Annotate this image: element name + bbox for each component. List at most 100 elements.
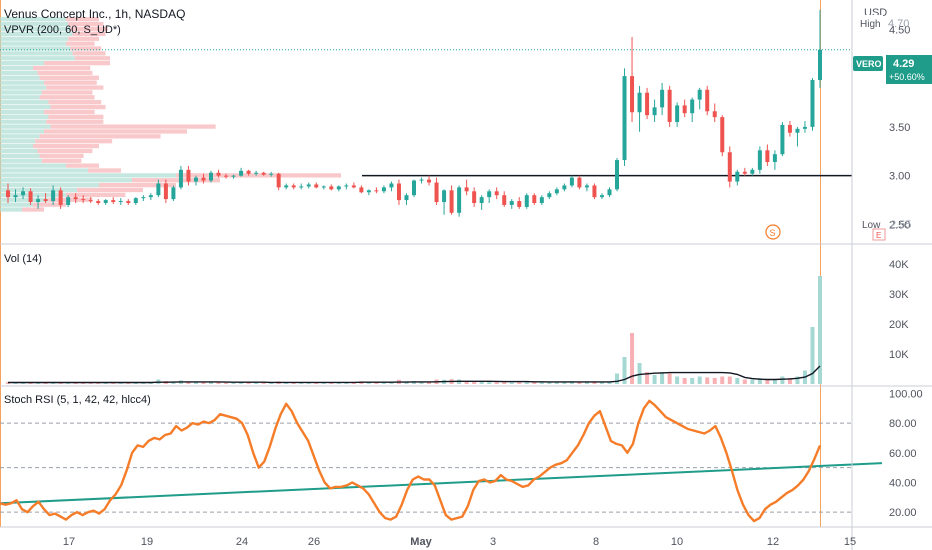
price-pane[interactable]	[0, 9, 852, 217]
candle-body[interactable]	[96, 201, 101, 204]
candle-body[interactable]	[148, 195, 153, 198]
candle-body[interactable]	[697, 89, 702, 100]
candle-body[interactable]	[464, 187, 469, 192]
candle-body[interactable]	[216, 172, 221, 176]
candle-body[interactable]	[607, 189, 612, 196]
candle-body[interactable]	[306, 184, 311, 187]
candle-body[interactable]	[630, 76, 635, 113]
candle-body[interactable]	[178, 169, 183, 188]
earnings-marker-icon[interactable]	[872, 228, 886, 241]
candle-body[interactable]	[224, 175, 229, 177]
candle-body[interactable]	[412, 180, 416, 196]
candle-body[interactable]	[141, 197, 146, 199]
candle-body[interactable]	[81, 199, 86, 201]
candle-body[interactable]	[66, 197, 71, 205]
candle-body[interactable]	[344, 185, 349, 187]
candle-body[interactable]	[434, 182, 439, 203]
candle-body[interactable]	[314, 184, 319, 188]
candle-body[interactable]	[193, 177, 198, 182]
candle-body[interactable]	[366, 190, 371, 193]
candle-body[interactable]	[231, 175, 236, 177]
candle-body[interactable]	[111, 200, 116, 203]
candle-body[interactable]	[336, 186, 341, 190]
candle-body[interactable]	[802, 126, 807, 129]
candle-body[interactable]	[28, 191, 33, 203]
candle-body[interactable]	[276, 173, 281, 188]
candle-body[interactable]	[675, 105, 680, 122]
candle-body[interactable]	[712, 111, 717, 118]
candle-body[interactable]	[517, 201, 522, 207]
candle-body[interactable]	[509, 201, 514, 205]
candle-body[interactable]	[667, 89, 672, 122]
candle-body[interactable]	[772, 154, 777, 163]
candle-body[interactable]	[472, 191, 477, 204]
candle-body[interactable]	[396, 183, 401, 201]
candle-body[interactable]	[321, 186, 326, 188]
volume-pane[interactable]	[6, 276, 822, 384]
candle-body[interactable]	[442, 190, 447, 203]
candle-body[interactable]	[329, 186, 334, 190]
split-marker-icon[interactable]	[765, 224, 781, 240]
candle-body[interactable]	[163, 183, 168, 200]
candle-body[interactable]	[13, 195, 18, 198]
candle-body[interactable]	[592, 185, 597, 198]
candle-body[interactable]	[404, 195, 409, 201]
candle-body[interactable]	[284, 185, 289, 188]
candle-body[interactable]	[780, 124, 785, 155]
candle-body[interactable]	[6, 190, 10, 198]
candle-body[interactable]	[622, 76, 627, 161]
candle-body[interactable]	[261, 172, 266, 175]
rsi-trend-line[interactable]	[0, 462, 883, 505]
candle-body[interactable]	[720, 117, 725, 153]
candle-body[interactable]	[479, 197, 484, 204]
candle-body[interactable]	[637, 92, 642, 113]
candle-body[interactable]	[652, 107, 657, 116]
candle-body[interactable]	[787, 124, 792, 133]
candle-body[interactable]	[299, 186, 304, 188]
candle-body[interactable]	[389, 183, 394, 188]
candle-body[interactable]	[524, 195, 529, 207]
volume-axis[interactable]: 40K 30K 20K 10K	[889, 259, 909, 361]
candle-body[interactable]	[449, 190, 454, 213]
candle-body[interactable]	[757, 150, 762, 170]
vpvr-legend[interactable]: VPVR (200, 60, S_UD*)	[4, 24, 121, 36]
candle-body[interactable]	[682, 105, 687, 114]
candle-body[interactable]	[239, 170, 244, 176]
stoch-rsi-axis[interactable]: 100.00 80.00 60.00 40.00 20.00	[889, 388, 923, 519]
candle-body[interactable]	[502, 195, 507, 205]
candle-body[interactable]	[58, 190, 63, 205]
candle-body[interactable]	[171, 187, 176, 200]
candle-body[interactable]	[494, 191, 499, 196]
candle-body[interactable]	[795, 128, 800, 133]
time-axis[interactable]: 17 19 24 26 May 3 8 10 12 15	[63, 536, 856, 548]
candle-body[interactable]	[51, 190, 56, 202]
candle-body[interactable]	[419, 179, 424, 181]
stoch-rsi-legend[interactable]: Stoch RSI (5, 1, 42, 42, hlcc4)	[4, 394, 151, 406]
candle-body[interactable]	[381, 187, 386, 192]
candle-body[interactable]	[156, 183, 161, 196]
candle-body[interactable]	[126, 201, 131, 204]
candle-body[interactable]	[133, 198, 138, 204]
candle-body[interactable]	[374, 190, 379, 192]
candle-body[interactable]	[727, 152, 732, 182]
candle-body[interactable]	[487, 191, 492, 198]
candle-body[interactable]	[269, 173, 274, 175]
candle-body[interactable]	[810, 80, 815, 127]
candle-body[interactable]	[43, 199, 48, 202]
candle-body[interactable]	[36, 199, 41, 203]
candle-body[interactable]	[690, 99, 695, 114]
candle-body[interactable]	[615, 160, 619, 190]
candle-body[interactable]	[186, 169, 191, 182]
stoch-rsi-pane[interactable]	[0, 399, 883, 523]
candle-body[interactable]	[750, 169, 755, 174]
candle-body[interactable]	[584, 185, 589, 188]
candle-body[interactable]	[660, 89, 665, 108]
candle-body[interactable]	[539, 197, 544, 204]
candle-body[interactable]	[73, 197, 78, 200]
candle-body[interactable]	[246, 170, 251, 174]
candle-body[interactable]	[735, 171, 740, 182]
candle-body[interactable]	[103, 200, 108, 204]
candle-body[interactable]	[562, 185, 567, 190]
candle-body[interactable]	[209, 172, 213, 181]
candle-body[interactable]	[21, 191, 26, 196]
